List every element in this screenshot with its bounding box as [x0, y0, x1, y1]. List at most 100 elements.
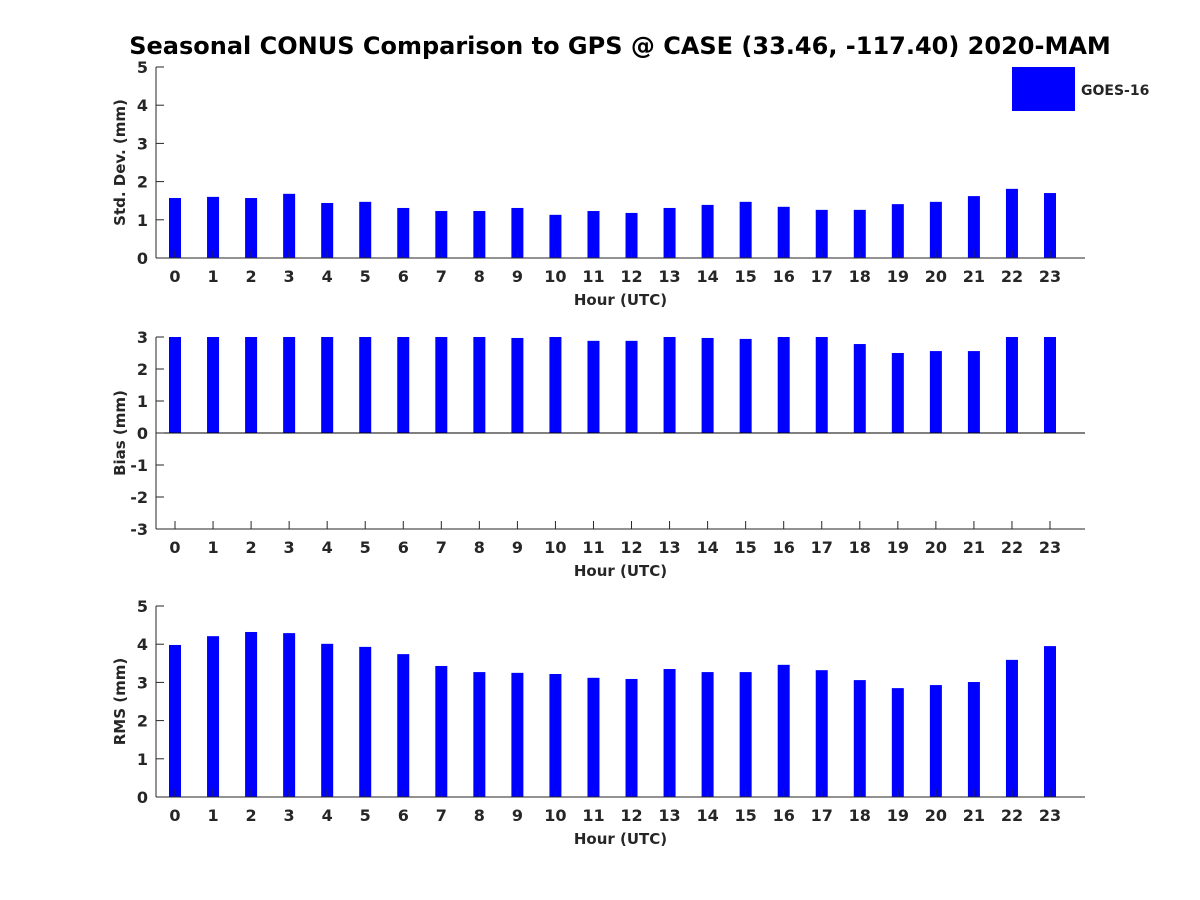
x-tick-label: 19 — [887, 538, 909, 557]
bar-hour-2 — [245, 337, 258, 433]
y-tick-label: 5 — [137, 58, 148, 77]
bar-hour-5 — [359, 337, 372, 433]
bar-hour-12 — [625, 678, 638, 797]
x-tick-label: 18 — [849, 267, 871, 286]
bar-hour-12 — [625, 212, 638, 258]
bar-hour-13 — [663, 337, 676, 433]
bar-hour-7 — [435, 211, 448, 258]
bar-hour-13 — [663, 207, 676, 258]
bar-hour-0 — [169, 337, 181, 433]
bar-hour-15 — [739, 338, 752, 433]
y-axis-label: Bias (mm) — [111, 390, 129, 476]
y-tick-label: 4 — [137, 635, 148, 654]
x-tick-label: 7 — [436, 806, 447, 825]
x-tick-label: 12 — [620, 806, 642, 825]
bar-hour-6 — [397, 337, 410, 433]
x-tick-label: 8 — [474, 267, 485, 286]
bar-hour-2 — [245, 631, 258, 797]
bar-hour-1 — [207, 196, 220, 258]
x-tick-label: 14 — [696, 806, 718, 825]
bar-hour-7 — [435, 665, 448, 797]
legend-swatch — [1012, 67, 1075, 111]
bar-hour-9 — [511, 207, 524, 258]
bar-hour-18 — [853, 209, 866, 258]
x-tick-label: 7 — [436, 267, 447, 286]
x-tick-label: 9 — [512, 538, 523, 557]
x-tick-label: 1 — [207, 267, 218, 286]
bar-hour-15 — [739, 201, 752, 258]
bar-hour-11 — [587, 340, 600, 433]
x-tick-label: 18 — [849, 806, 871, 825]
x-tick-label: 23 — [1039, 267, 1061, 286]
bar-hour-19 — [891, 204, 904, 258]
bar-hour-23 — [1044, 193, 1056, 258]
bar-hour-4 — [321, 202, 334, 258]
chart-title: Seasonal CONUS Comparison to GPS @ CASE … — [129, 32, 1111, 60]
bar-hour-17 — [815, 337, 828, 433]
x-tick-label: 1 — [207, 538, 218, 557]
legend: GOES-16 — [1012, 67, 1149, 111]
x-tick-label: 7 — [436, 538, 447, 557]
x-tick-label: 6 — [398, 806, 409, 825]
x-tick-label: 4 — [322, 267, 333, 286]
x-tick-label: 15 — [735, 538, 757, 557]
bar-hour-10 — [549, 673, 562, 797]
y-tick-label: -3 — [130, 520, 148, 539]
bar-hour-14 — [701, 672, 714, 797]
x-tick-label: 3 — [284, 267, 295, 286]
x-tick-label: 23 — [1039, 538, 1061, 557]
bar-hour-14 — [701, 204, 714, 258]
y-axis-label: Std. Dev. (mm) — [111, 99, 129, 226]
bar-hour-5 — [359, 201, 372, 258]
bar-hour-1 — [207, 337, 220, 433]
bar-hour-11 — [587, 211, 600, 258]
bar-hour-19 — [891, 353, 904, 433]
bar-hour-23 — [1044, 646, 1056, 797]
bar-hour-3 — [283, 633, 296, 797]
x-axis-label: Hour (UTC) — [574, 562, 667, 580]
bar-hour-16 — [777, 206, 790, 258]
bar-hour-8 — [473, 337, 486, 433]
y-tick-label: -2 — [130, 488, 148, 507]
x-tick-label: 22 — [1001, 267, 1023, 286]
x-tick-label: 5 — [360, 538, 371, 557]
x-tick-label: 21 — [963, 806, 985, 825]
y-tick-label: 3 — [137, 328, 148, 347]
x-tick-label: 5 — [360, 806, 371, 825]
x-tick-label: 6 — [398, 538, 409, 557]
x-tick-label: 9 — [512, 267, 523, 286]
bar-hour-21 — [967, 196, 980, 258]
bar-hour-16 — [777, 664, 790, 797]
x-tick-label: 22 — [1001, 538, 1023, 557]
bar-hour-4 — [321, 643, 334, 797]
x-tick-label: 12 — [620, 267, 642, 286]
bar-hour-9 — [511, 672, 524, 797]
bar-hour-5 — [359, 646, 372, 797]
x-tick-label: 14 — [696, 267, 718, 286]
y-axis-label: RMS (mm) — [111, 658, 129, 745]
bar-hour-10 — [549, 337, 562, 433]
x-tick-label: 4 — [322, 806, 333, 825]
x-tick-label: 11 — [582, 538, 604, 557]
x-tick-label: 11 — [582, 806, 604, 825]
bar-hour-6 — [397, 654, 410, 797]
x-tick-label: 16 — [773, 267, 795, 286]
bar-hour-20 — [929, 351, 942, 433]
x-tick-label: 21 — [963, 267, 985, 286]
bar-hour-18 — [853, 680, 866, 797]
y-tick-label: 2 — [137, 360, 148, 379]
bar-hour-17 — [815, 209, 828, 258]
bar-hour-18 — [853, 344, 866, 433]
x-tick-label: 17 — [811, 538, 833, 557]
bar-hour-3 — [283, 193, 296, 258]
bar-hour-8 — [473, 211, 486, 258]
x-tick-label: 15 — [735, 806, 757, 825]
x-tick-label: 3 — [284, 538, 295, 557]
x-tick-label: 10 — [544, 267, 566, 286]
bar-hour-21 — [967, 351, 980, 433]
y-tick-label: 0 — [137, 249, 148, 268]
bar-hour-23 — [1044, 337, 1056, 433]
bar-hour-12 — [625, 340, 638, 433]
